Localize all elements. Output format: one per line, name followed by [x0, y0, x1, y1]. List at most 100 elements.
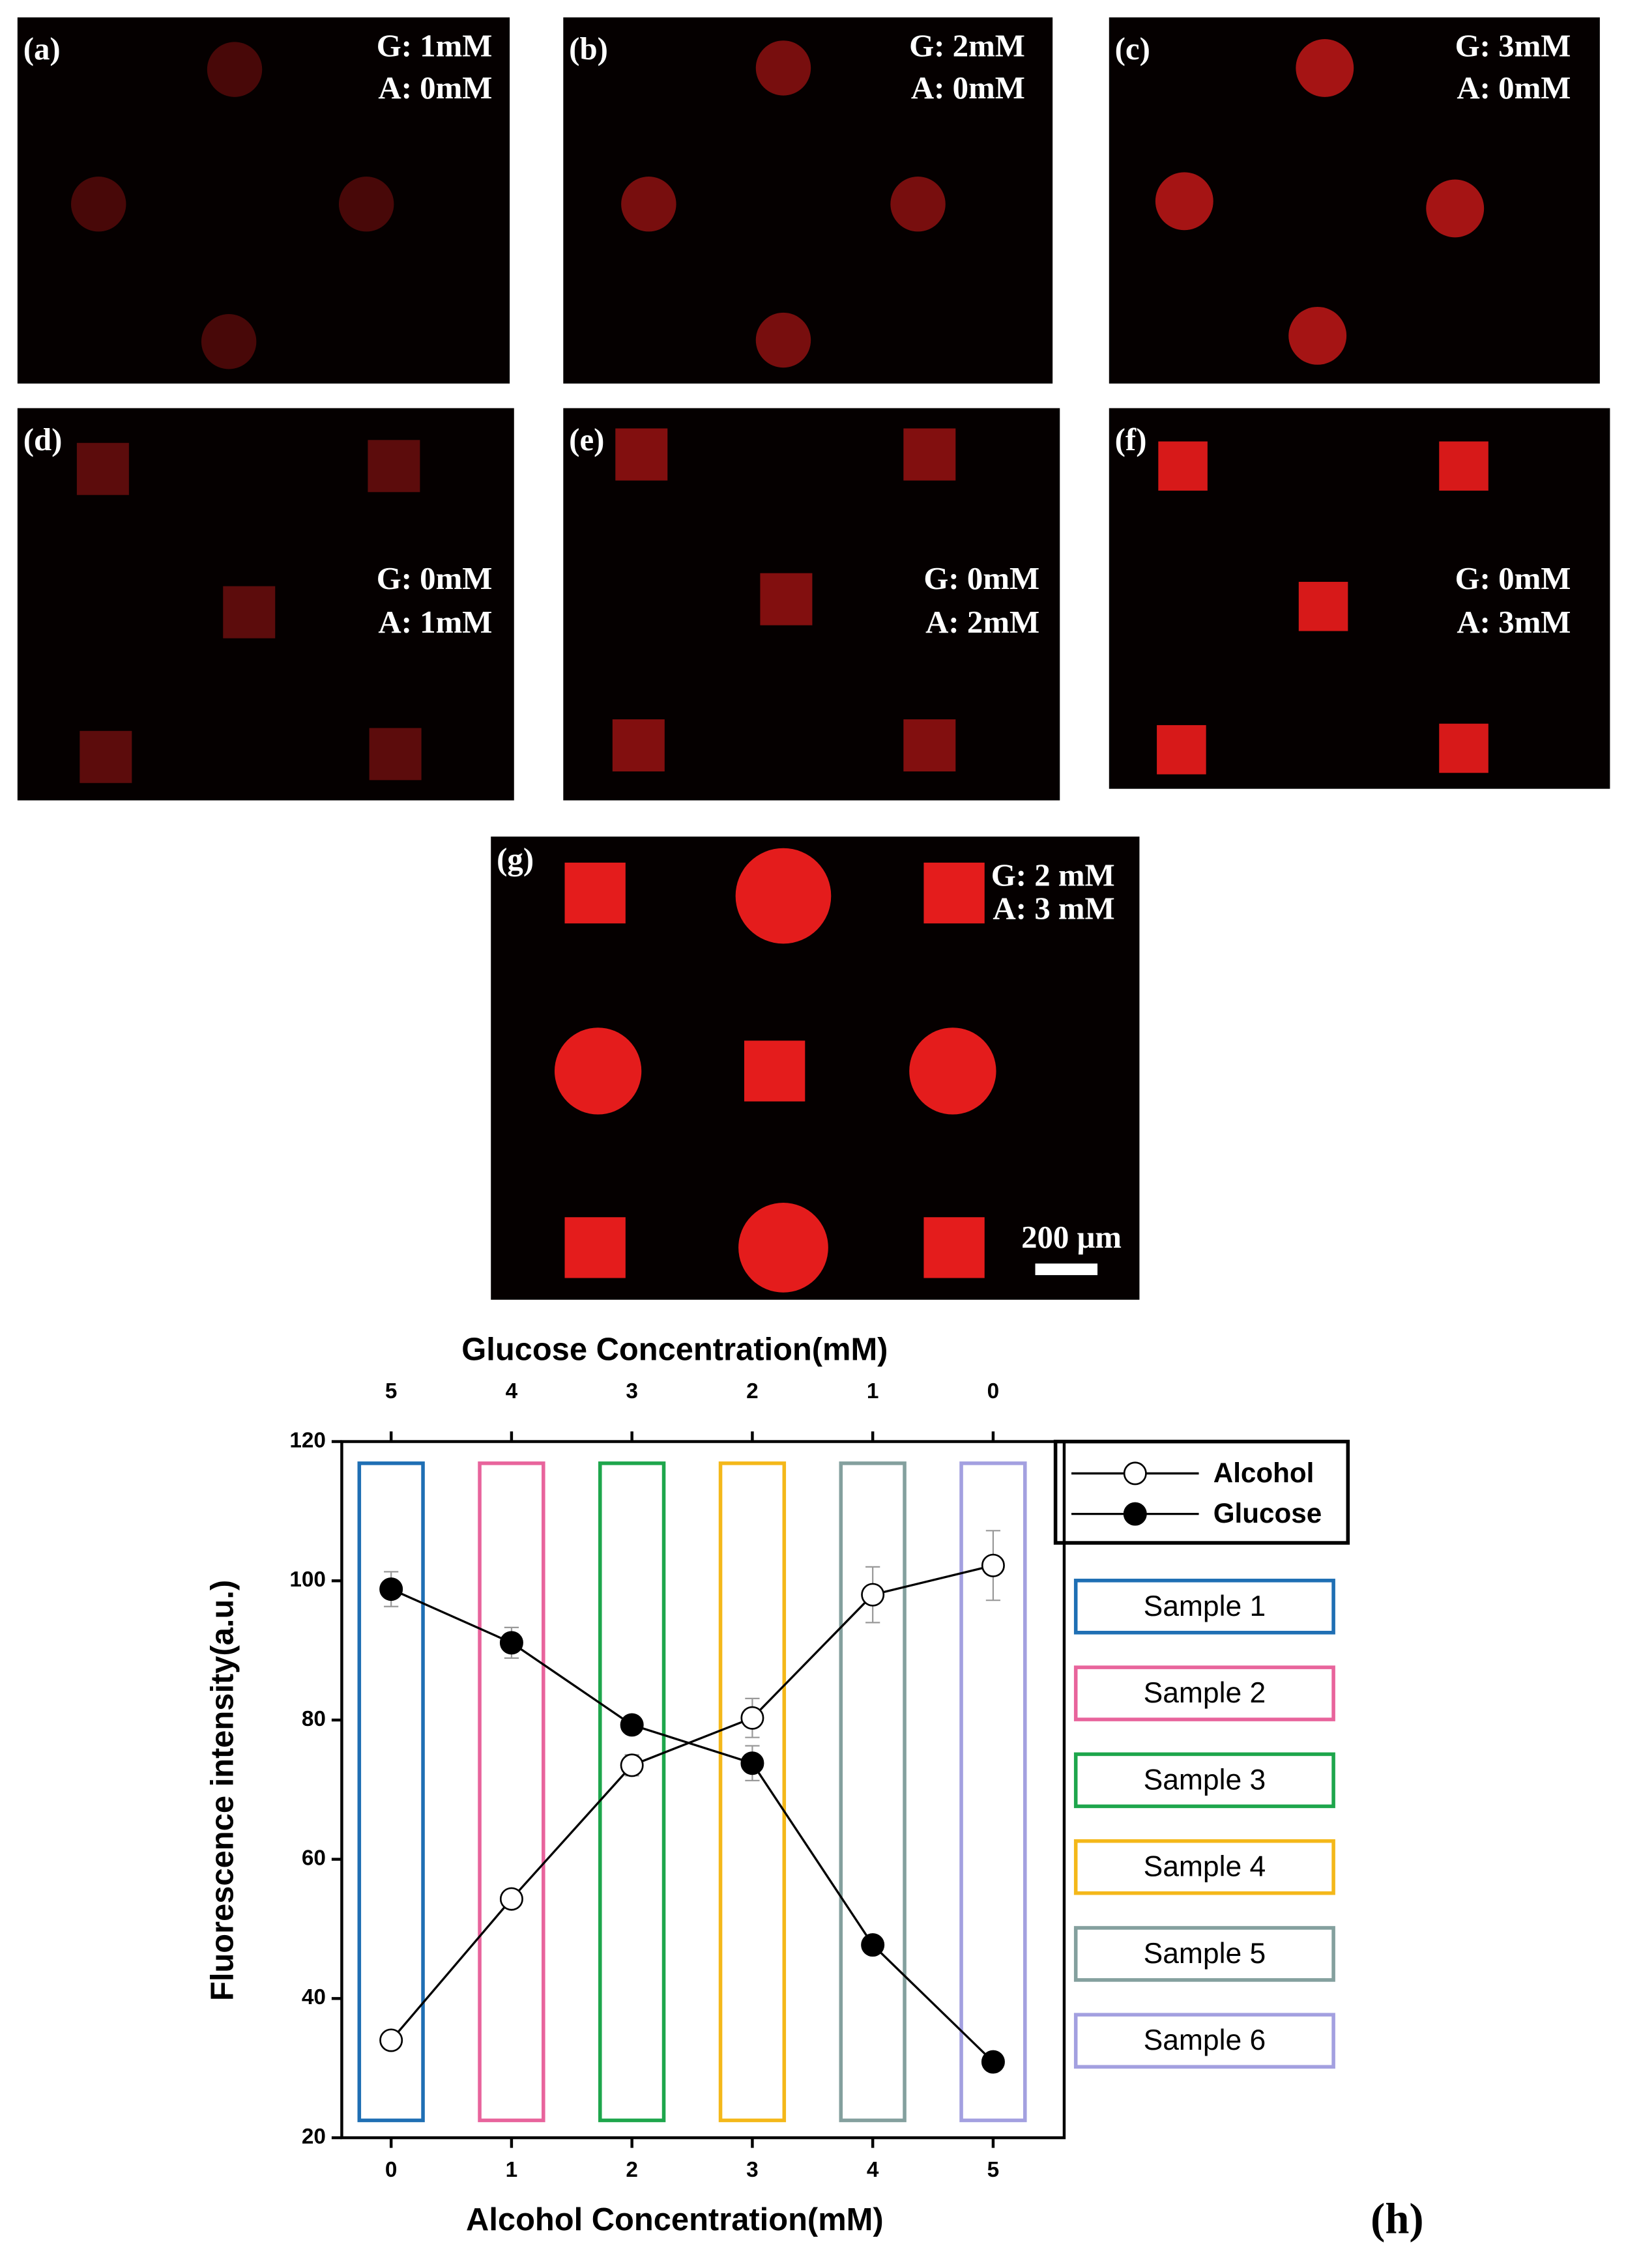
spot [564, 1217, 626, 1278]
spot [923, 862, 985, 924]
marker [499, 1631, 523, 1655]
spot [80, 730, 132, 783]
panel-label: (b) [569, 31, 608, 66]
y-tick-label: 120 [289, 1428, 326, 1452]
marker [861, 1933, 885, 1957]
sample-legend-label: Sample 1 [1144, 1590, 1266, 1622]
spot [338, 177, 394, 232]
spot [1439, 723, 1488, 773]
sample-legend-label: Sample 6 [1144, 2024, 1266, 2056]
sample-legend-label: Sample 4 [1144, 1851, 1266, 1883]
marker [861, 1583, 885, 1607]
x-tick-label: 3 [746, 2158, 759, 2182]
y-tick-label: 100 [289, 1568, 326, 1592]
y-axis-title: Fluorescence intensity(a.u.) [205, 1580, 240, 2001]
scale-bar-label: 200 μm [1021, 1219, 1122, 1255]
legend-marker [1123, 1502, 1147, 1526]
x2-tick-label: 5 [385, 1379, 398, 1403]
condition-label: G: 1mM [377, 28, 493, 64]
spot [755, 312, 811, 368]
marker [620, 1713, 644, 1737]
panel-label: (g) [497, 841, 534, 877]
panel-label: (d) [23, 422, 63, 457]
spot [760, 573, 813, 625]
spot [890, 177, 946, 232]
scale-bar [1035, 1263, 1098, 1276]
x-tick-label: 1 [506, 2158, 518, 2182]
spot [368, 440, 420, 493]
spot [1439, 441, 1488, 491]
sample-legend-box [1073, 1752, 1335, 1809]
spot [369, 728, 422, 781]
sample-box [959, 1461, 1027, 2123]
spot [903, 428, 956, 481]
condition-label: G: 2 mM [991, 857, 1115, 893]
spot [1426, 179, 1485, 238]
spot [909, 1027, 996, 1115]
sample-legend-label: Sample 5 [1144, 1938, 1266, 1970]
condition-label: A: 0mM [1457, 70, 1571, 106]
marker [499, 1887, 523, 1911]
sample-box [357, 1461, 425, 2123]
y-tick-label: 80 [302, 1707, 326, 1731]
spot [71, 177, 126, 232]
spot [612, 719, 665, 772]
panel-label: (h) [1371, 2195, 1423, 2243]
condition-label: G: 0mM [377, 560, 493, 596]
x2-tick-label: 1 [867, 1379, 879, 1403]
condition-label: A: 2mM [925, 604, 1039, 640]
x-tick-label: 4 [867, 2158, 879, 2182]
spot [1288, 306, 1347, 365]
spot [903, 719, 956, 772]
spot [615, 428, 668, 481]
sample-legend-label: Sample 2 [1144, 1677, 1266, 1709]
panel-label: (a) [23, 31, 61, 66]
sample-box [718, 1461, 787, 2123]
marker [981, 1553, 1005, 1577]
spot [755, 40, 811, 96]
spot [564, 862, 626, 924]
legend-frame [1053, 1439, 1350, 1545]
series-line [390, 1564, 994, 2041]
sample-box [598, 1461, 666, 2123]
spot [201, 314, 257, 369]
spot [738, 1203, 828, 1293]
spot [1157, 725, 1206, 775]
panel-label: (f) [1115, 422, 1147, 457]
marker [740, 1751, 764, 1775]
marker [379, 1577, 403, 1601]
sample-legend-box [1073, 1579, 1335, 1635]
marker [379, 2028, 403, 2052]
x2-tick-label: 3 [626, 1379, 638, 1403]
legend-marker [1123, 1461, 1147, 1486]
marker [981, 2050, 1005, 2074]
spot [744, 1041, 806, 1102]
condition-label: A: 3 mM [993, 891, 1114, 926]
y-tick-label: 40 [302, 1985, 326, 2009]
marker [620, 1753, 644, 1777]
condition-label: G: 0mM [923, 560, 1039, 596]
spot [76, 442, 129, 495]
sample-legend-box [1073, 1926, 1335, 1982]
spot [1155, 172, 1213, 231]
condition-label: A: 3mM [1457, 604, 1571, 640]
legend-label: Glucose [1213, 1498, 1322, 1529]
x-tick-label: 0 [385, 2158, 398, 2182]
condition-label: A: 1mM [378, 604, 492, 640]
sample-box [478, 1461, 545, 2123]
x2-axis-title: Glucose Concentration(mM) [461, 1332, 888, 1368]
legend-label: Alcohol [1213, 1457, 1314, 1488]
spot [1298, 582, 1348, 631]
x2-tick-label: 0 [987, 1379, 1000, 1403]
spot [207, 42, 263, 97]
spot [923, 1217, 985, 1278]
y-tick-label: 60 [302, 1846, 326, 1870]
x2-tick-label: 4 [506, 1379, 518, 1403]
x-tick-label: 2 [626, 2158, 638, 2182]
panel-label: (c) [1115, 31, 1150, 66]
condition-label: G: 0mM [1455, 560, 1571, 596]
plot-frame [340, 1440, 1066, 2140]
condition-label: A: 0mM [378, 70, 492, 106]
sample-box [839, 1461, 907, 2123]
